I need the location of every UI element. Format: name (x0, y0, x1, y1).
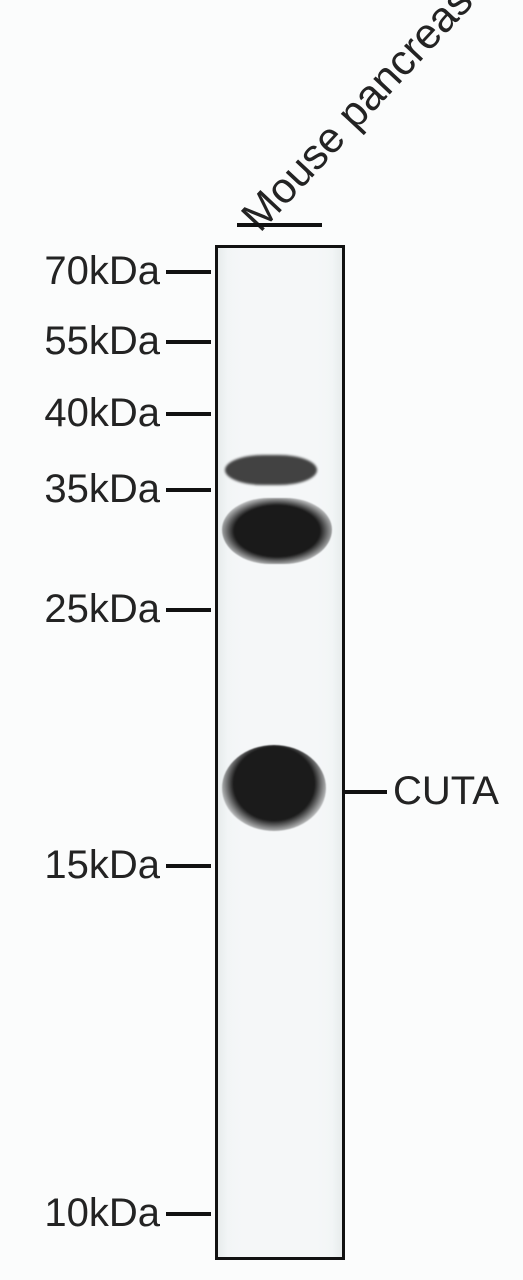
mw-label-70: 70kDa (0, 249, 160, 294)
blot-lane (215, 245, 345, 1260)
mw-tick-line-25 (166, 608, 211, 612)
mw-label-40: 40kDa (0, 391, 160, 436)
mw-tick-10: 10kDa (0, 1194, 211, 1234)
mw-tick-line-10 (166, 1212, 211, 1216)
mw-tick-line-70 (166, 270, 211, 274)
target-label-text: CUTA (393, 769, 499, 814)
mw-tick-70: 70kDa (0, 252, 211, 292)
band-nonspecific-35 (225, 455, 317, 485)
target-label-tick (345, 790, 387, 794)
sample-label: Mouse pancreas (232, 0, 483, 241)
band-CUTA (222, 745, 326, 831)
mw-tick-25: 25kDa (0, 590, 211, 630)
mw-tick-line-35 (166, 488, 211, 492)
mw-label-25: 25kDa (0, 587, 160, 632)
lane-header-tick (237, 223, 322, 227)
mw-tick-15: 15kDa (0, 846, 211, 886)
mw-tick-line-15 (166, 864, 211, 868)
western-blot-figure: Mouse pancreas 70kDa 55kDa 40kDa 35kDa 25kDa… (0, 0, 523, 1280)
mw-tick-40: 40kDa (0, 394, 211, 434)
sample-label-text: Mouse pancreas (232, 0, 482, 240)
mw-tick-55: 55kDa (0, 322, 211, 362)
mw-tick-line-40 (166, 412, 211, 416)
mw-label-35: 35kDa (0, 467, 160, 512)
mw-tick-line-55 (166, 340, 211, 344)
band-nonspecific-30 (222, 498, 332, 564)
mw-tick-35: 35kDa (0, 470, 211, 510)
target-label-row: CUTA (345, 772, 499, 812)
mw-label-15: 15kDa (0, 843, 160, 888)
mw-label-55: 55kDa (0, 319, 160, 364)
mw-label-10: 10kDa (0, 1191, 160, 1236)
